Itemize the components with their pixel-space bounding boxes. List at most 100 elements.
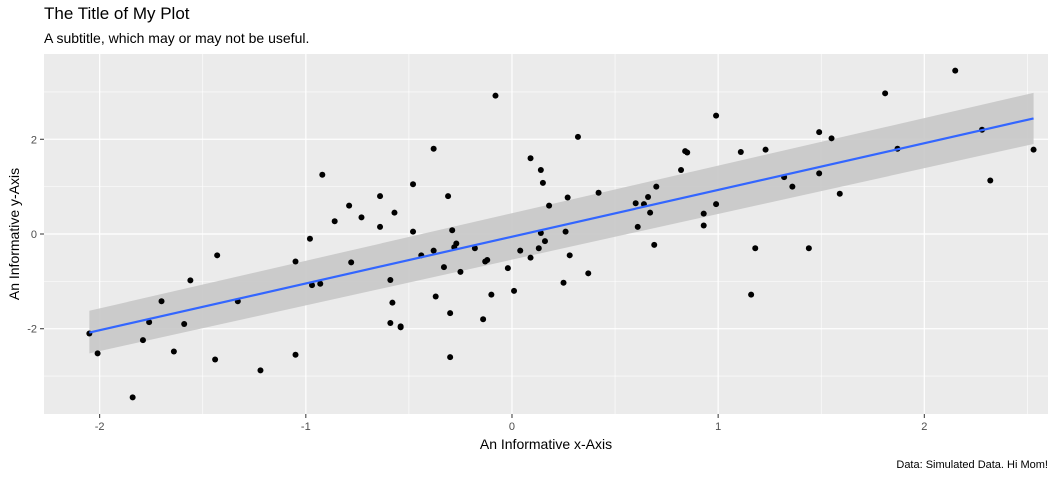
data-point: [471, 245, 478, 252]
data-point: [492, 92, 499, 99]
data-point: [762, 146, 769, 153]
data-point: [1030, 146, 1037, 153]
data-point: [410, 181, 417, 188]
y-tick-label: 0: [31, 229, 37, 241]
data-point: [170, 348, 177, 355]
data-point: [836, 190, 843, 197]
data-point: [987, 177, 994, 184]
data-point: [449, 227, 456, 234]
data-point: [453, 240, 460, 247]
data-point: [387, 320, 394, 327]
data-point: [748, 291, 755, 298]
data-point: [574, 133, 581, 140]
data-point: [632, 200, 639, 207]
data-point: [789, 183, 796, 190]
data-point: [595, 189, 602, 196]
data-point: [387, 276, 394, 283]
y-tick-label: -2: [27, 324, 37, 336]
data-point: [440, 264, 447, 271]
minor-gridlines: [44, 54, 1048, 414]
data-point: [537, 167, 544, 174]
data-point: [713, 112, 720, 119]
data-point: [645, 194, 652, 201]
data-point: [684, 149, 691, 156]
x-axis-label: An Informative x-Axis: [479, 436, 613, 452]
x-tick-label: -1: [301, 421, 311, 433]
data-point: [306, 235, 313, 242]
data-point: [546, 202, 553, 209]
confidence-ribbon: [89, 92, 1034, 354]
data-point: [389, 299, 396, 306]
data-point: [488, 291, 495, 298]
data-point: [816, 129, 823, 136]
data-point: [410, 228, 417, 235]
data-point: [562, 228, 569, 235]
data-point: [564, 194, 571, 201]
data-point: [539, 179, 546, 186]
data-point: [678, 167, 685, 174]
data-point: [713, 201, 720, 208]
data-point: [882, 90, 889, 97]
data-point: [527, 155, 534, 162]
data-point: [346, 202, 353, 209]
data-point: [212, 356, 219, 363]
data-point: [504, 265, 511, 272]
data-point: [541, 238, 548, 245]
y-axis-label: An Informative y-Axis: [6, 167, 22, 301]
chart-caption: Data: Simulated Data. Hi Mom!: [896, 459, 1048, 471]
data-point: [527, 254, 534, 261]
data-point: [560, 279, 567, 286]
data-point: [484, 257, 491, 264]
data-point: [651, 241, 658, 248]
data-point: [391, 209, 398, 216]
data-point: [146, 319, 153, 326]
data-point: [292, 258, 299, 265]
data-point: [457, 268, 464, 275]
data-point: [447, 310, 454, 317]
data-point: [292, 351, 299, 358]
data-point: [700, 222, 707, 229]
x-tick-label: 0: [509, 421, 515, 433]
data-point: [214, 252, 221, 259]
data-point: [805, 245, 812, 252]
data-point: [430, 247, 437, 254]
data-point: [331, 218, 338, 225]
data-point: [952, 67, 959, 74]
data-point: [737, 149, 744, 156]
regression-line: [89, 117, 1034, 334]
data-point: [653, 183, 660, 190]
data-point: [511, 287, 518, 294]
x-axis: -2 -1 0 1 2: [95, 414, 927, 433]
data-point: [752, 245, 759, 252]
data-point: [317, 280, 324, 287]
data-point: [517, 247, 524, 254]
data-point: [129, 394, 136, 401]
data-point: [647, 209, 654, 216]
data-point: [432, 293, 439, 300]
data-point: [445, 193, 452, 200]
data-point: [397, 323, 404, 330]
data-point: [319, 171, 326, 178]
data-point: [139, 337, 146, 344]
data-point: [181, 321, 188, 327]
chart-title: The Title of My Plot: [44, 4, 190, 23]
x-tick-label: -2: [95, 421, 105, 433]
data-point: [700, 210, 707, 217]
x-tick-label: 2: [921, 421, 927, 433]
data-point: [348, 259, 355, 266]
data-point: [447, 354, 454, 361]
data-points: [86, 67, 1037, 401]
data-point: [828, 135, 835, 142]
data-point: [430, 145, 437, 152]
data-point: [816, 170, 823, 177]
data-point: [94, 350, 101, 357]
y-tick-label: 2: [31, 134, 37, 146]
data-point: [585, 270, 592, 277]
data-point: [566, 252, 573, 259]
data-point: [158, 298, 165, 305]
data-point: [187, 277, 194, 284]
y-axis: -2 0 2: [27, 134, 44, 336]
data-point: [634, 223, 641, 230]
data-point: [480, 316, 487, 323]
data-point: [309, 282, 316, 289]
